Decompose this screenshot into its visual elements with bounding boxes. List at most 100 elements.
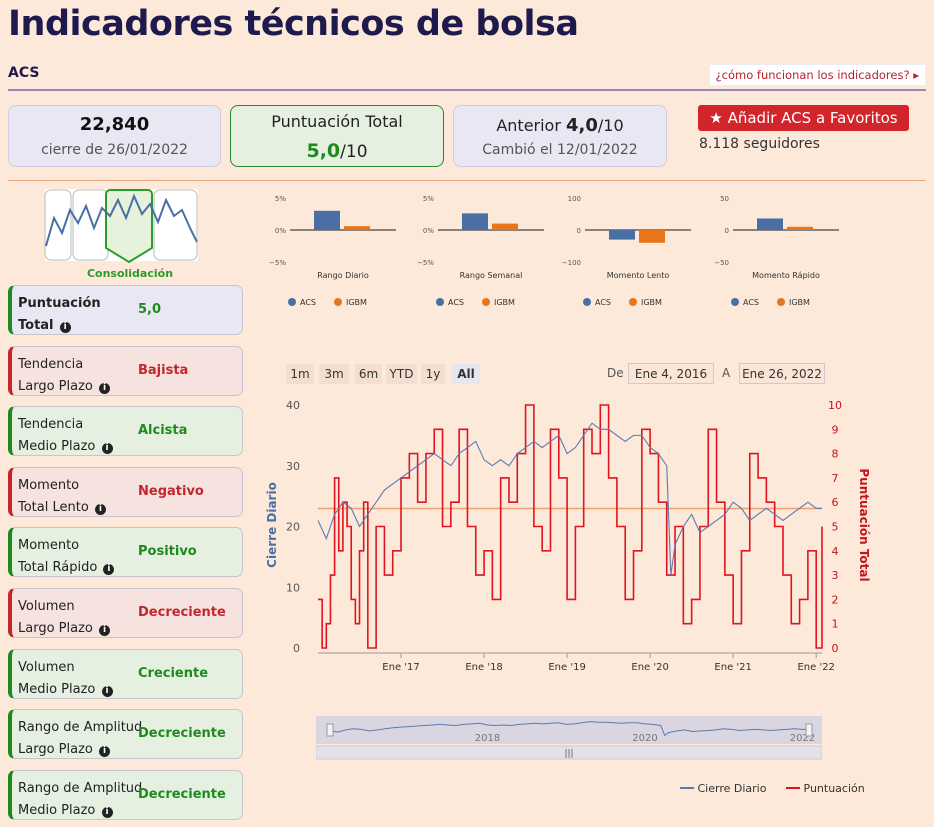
mini-chart-title: Momento Lento	[607, 271, 670, 280]
scrollbar-grip-icon[interactable]: |||	[564, 749, 573, 759]
indicator-line1: Rango de Amplitud	[18, 780, 143, 796]
pattern-label: Consolidación	[87, 267, 173, 280]
section-divider	[8, 180, 926, 181]
info-icon[interactable]: i	[59, 322, 71, 333]
page-title: Indicadores técnicos de bolsa	[8, 4, 579, 44]
indicator-card[interactable]: Rango de Amplitud Largo Plazo i Decrecient…	[8, 709, 243, 760]
indicator-line1: Momento	[18, 477, 80, 493]
range-button[interactable]: 3m	[319, 364, 349, 384]
mini-legend-label: ACS	[595, 298, 611, 307]
mini-ytick: 0	[725, 227, 729, 235]
indicator-line2: Medio Plazo	[18, 802, 96, 818]
navigator-chart[interactable]: 2018 2020 2022 |||	[316, 716, 822, 760]
range-button[interactable]: YTD	[386, 364, 417, 384]
mini-ytick: −5%	[417, 259, 434, 267]
indicator-card[interactable]: Tendencia Medio Plazo i Alcista	[8, 406, 243, 457]
star-icon: ★	[709, 109, 728, 127]
main-ytick-right: 10	[828, 399, 842, 412]
mini-legend-dot	[334, 298, 342, 306]
indicator-card[interactable]: Momento Total Lento i Negativo	[8, 466, 243, 517]
add-favorite-button[interactable]: ★ Añadir ACS a Favoritos	[698, 105, 909, 131]
close-label: cierre de 26/01/2022	[41, 142, 188, 158]
indicator-line1: Volumen	[18, 659, 75, 675]
mini-chart-title: Rango Diario	[317, 271, 369, 280]
close-card: 22,840 cierre de 26/01/2022	[8, 105, 221, 167]
indicator-card[interactable]: Volumen Medio Plazo i Creciente	[8, 648, 243, 699]
indicator-name: Puntuación Total i	[18, 293, 101, 337]
mini-bar-igbm	[492, 223, 518, 230]
indicator-card[interactable]: Momento Total Rápido i Positivo	[8, 527, 243, 579]
main-ytick-right: 6	[832, 496, 839, 509]
mini-legend-dot	[482, 298, 490, 306]
navigator-handle-right[interactable]	[805, 723, 813, 737]
main-ytick-right: 2	[832, 593, 839, 606]
add-favorite-label: Añadir ACS a Favoritos	[727, 109, 898, 127]
mini-bar-acs	[609, 230, 635, 240]
mini-ytick: −50	[714, 259, 729, 267]
main-xtick: Ene '19	[548, 662, 585, 673]
indicator-card[interactable]: Volumen Largo Plazo i Decreciente	[8, 588, 243, 638]
mini-legend-label: IGBM	[789, 298, 810, 307]
legend-score[interactable]: Puntuación	[786, 782, 865, 795]
mini-bar-igbm	[344, 226, 370, 230]
mini-legend-label: ACS	[300, 298, 316, 307]
main-ytick-right: 9	[832, 423, 839, 436]
navigator-label: 2022	[790, 733, 815, 744]
range-button[interactable]: 1y	[421, 364, 445, 384]
score-value: 5,0	[306, 140, 341, 162]
mini-ytick: −100	[562, 259, 581, 267]
navigator-line	[329, 721, 808, 737]
score-max: /10	[340, 142, 368, 162]
info-icon[interactable]: i	[101, 685, 113, 697]
header-divider	[8, 89, 926, 91]
main-xtick: Ene '21	[714, 662, 751, 673]
previous-value: 4,0	[566, 115, 598, 136]
indicator-card[interactable]: Puntuación Total i 5,0	[8, 285, 243, 335]
indicator-line2: Largo Plazo	[18, 742, 93, 758]
navigator-scrollbar[interactable]	[316, 745, 822, 760]
indicator-line2: Total	[18, 318, 54, 333]
main-xtick: Ene '18	[465, 662, 502, 673]
mini-legend-dot	[436, 298, 444, 306]
mini-bar-igbm	[639, 230, 665, 243]
info-icon[interactable]: i	[99, 625, 110, 636]
info-icon[interactable]: i	[99, 746, 110, 758]
indicator-line2: Largo Plazo	[18, 378, 93, 394]
info-icon[interactable]: i	[99, 382, 110, 394]
main-ytick-left: 40	[286, 399, 300, 412]
indicator-name: Momento Total Rápido i	[18, 535, 115, 579]
range-button[interactable]: 1m	[286, 364, 314, 384]
mini-ytick: 5%	[423, 195, 434, 203]
indicator-name: Rango de Amplitud Medio Plazo i	[18, 778, 142, 822]
range-button[interactable]: 6m	[355, 364, 382, 384]
range-button[interactable]: All	[452, 364, 480, 384]
info-icon[interactable]: i	[94, 503, 106, 515]
info-icon[interactable]: i	[101, 443, 113, 455]
mini-ytick: 5%	[275, 195, 286, 203]
main-ytick-right: 5	[832, 521, 839, 534]
indicator-line1: Momento	[18, 538, 80, 554]
navigator-label: 2020	[632, 733, 657, 744]
mini-legend-dot	[777, 298, 785, 306]
info-icon[interactable]: i	[101, 806, 113, 818]
indicator-value: 5,0	[138, 302, 162, 317]
mini-legend-label: IGBM	[641, 298, 662, 307]
previous-label: Anterior	[496, 116, 561, 135]
indicator-card[interactable]: Rango de Amplitud Medio Plazo i Decrecient…	[8, 769, 243, 822]
mini-chart-weekly-range: 5% 0% −5% Rango Semanal ACS IGBM	[417, 195, 544, 307]
mini-legend-dot	[731, 298, 739, 306]
indicator-value: Negativo	[138, 483, 204, 499]
mini-ytick: 0	[577, 227, 581, 235]
indicator-line1: Puntuación	[18, 296, 101, 311]
help-link[interactable]: ¿cómo funcionan los indicadores? ▸	[708, 64, 926, 86]
score-card: Puntuación Total 5,0/10	[230, 105, 444, 167]
navigator-handle-left[interactable]	[326, 723, 334, 737]
info-icon[interactable]: i	[103, 564, 115, 576]
legend-price[interactable]: Cierre Diario	[680, 782, 766, 795]
main-ytick-right: 3	[832, 569, 839, 582]
from-date-input[interactable]: Ene 4, 2016	[628, 363, 714, 384]
main-ylabel-right: Puntuación Total	[857, 468, 871, 581]
to-date-input[interactable]: Ene 26, 2022	[739, 363, 825, 384]
main-xtick: Ene '17	[382, 662, 419, 673]
indicator-card[interactable]: Tendencia Largo Plazo i Bajista	[8, 345, 243, 396]
